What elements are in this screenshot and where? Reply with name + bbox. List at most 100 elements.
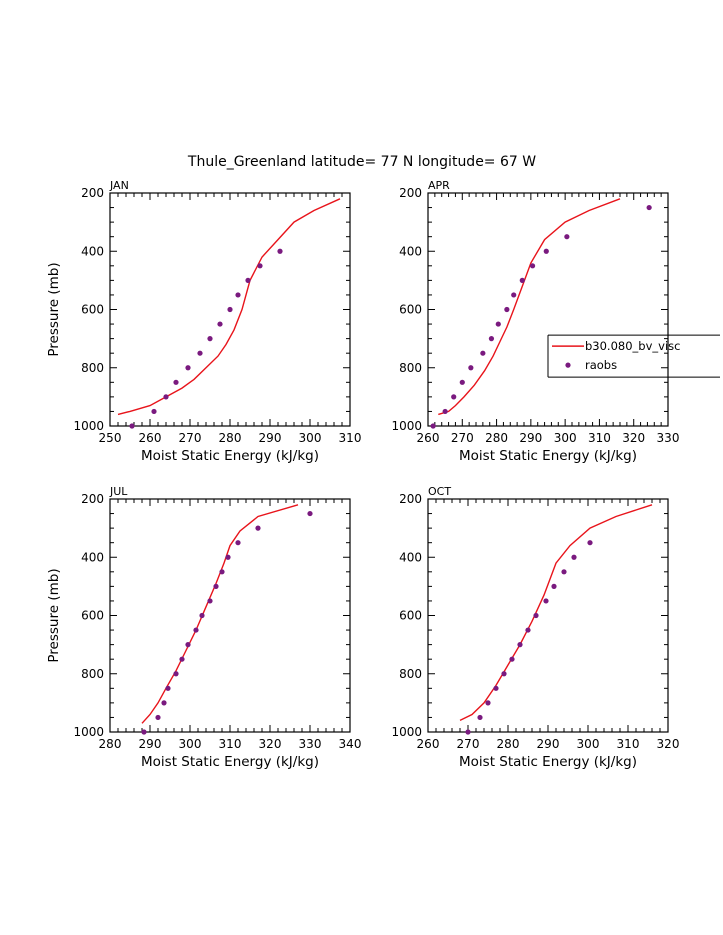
figure-title: Thule_Greenland latitude= 77 N longitude… bbox=[187, 154, 536, 170]
y-tick-label: 1000 bbox=[391, 725, 422, 739]
x-tick-label: 330 bbox=[657, 431, 680, 445]
x-tick-label: 300 bbox=[554, 431, 577, 445]
raobs-point bbox=[465, 729, 471, 735]
x-tick-label: 290 bbox=[537, 737, 560, 751]
raobs-point bbox=[151, 408, 157, 415]
x-tick-label: 290 bbox=[139, 737, 162, 751]
raobs-point bbox=[509, 656, 515, 662]
chart-panel-apr: APR 260 270 280 290 300 310 320 330 200 400 600 800 1… bbox=[391, 179, 720, 464]
raobs-point bbox=[245, 277, 251, 283]
plot-frame bbox=[109, 498, 351, 733]
raobs-point bbox=[213, 583, 219, 589]
raobs-point bbox=[217, 321, 223, 327]
legend-obs-label: raobs bbox=[585, 358, 617, 372]
y-tick-label: 800 bbox=[81, 667, 104, 681]
raobs-point bbox=[517, 642, 523, 648]
raobs-point bbox=[504, 306, 510, 313]
raobs-point bbox=[161, 700, 167, 706]
x-axis-label: Moist Static Energy (kJ/kg) bbox=[459, 448, 637, 464]
x-tick-label: 290 bbox=[259, 431, 282, 445]
raobs-point bbox=[525, 627, 531, 633]
y-tick-label: 200 bbox=[81, 492, 104, 506]
raobs-point bbox=[207, 598, 213, 604]
y-tick-label: 600 bbox=[399, 303, 422, 317]
raobs-point bbox=[495, 321, 501, 327]
plot-frame bbox=[427, 192, 669, 427]
y-tick-label: 400 bbox=[399, 550, 422, 564]
x-tick-label: 270 bbox=[451, 431, 474, 445]
y-tick-label: 1000 bbox=[73, 725, 104, 739]
raobs-point bbox=[551, 583, 557, 589]
x-tick-label: 300 bbox=[299, 431, 322, 445]
raobs-point bbox=[255, 525, 261, 531]
raobs-point bbox=[185, 365, 191, 371]
x-tick-label: 280 bbox=[99, 737, 122, 751]
legend-obs-swatch bbox=[565, 362, 571, 368]
x-tick-label: 260 bbox=[417, 431, 440, 445]
raobs-point bbox=[477, 714, 483, 721]
x-tick-label: 320 bbox=[622, 431, 645, 445]
raobs-point bbox=[485, 700, 491, 706]
y-axis-label: Pressure (mb) bbox=[46, 568, 62, 662]
raobs-point bbox=[193, 627, 199, 633]
raobs-point bbox=[468, 365, 474, 371]
raobs-point bbox=[225, 554, 231, 560]
y-tick-label: 400 bbox=[81, 550, 104, 564]
raobs-point bbox=[511, 292, 517, 298]
raobs-point bbox=[155, 714, 161, 721]
chart-panel-oct: OCT 260 270 280 290 300 310 320 200 400 600 800 1000… bbox=[391, 485, 679, 770]
raobs-point bbox=[519, 277, 525, 283]
y-tick-label: 400 bbox=[81, 244, 104, 258]
panel-label: APR bbox=[428, 179, 450, 192]
raobs-point bbox=[199, 612, 205, 619]
raobs-point bbox=[179, 656, 185, 662]
raobs-point bbox=[257, 263, 263, 269]
y-tick-label: 600 bbox=[81, 609, 104, 623]
raobs-point bbox=[488, 336, 495, 342]
raobs-point bbox=[227, 306, 233, 313]
x-axis-label: Moist Static Energy (kJ/kg) bbox=[141, 754, 319, 770]
x-tick-label: 310 bbox=[588, 431, 611, 445]
x-tick-label: 300 bbox=[179, 737, 202, 751]
panel-label: OCT bbox=[428, 485, 451, 498]
raobs-point bbox=[165, 685, 171, 691]
raobs-point bbox=[480, 350, 486, 356]
raobs-point bbox=[571, 554, 577, 560]
raobs-point bbox=[646, 204, 652, 211]
y-tick-label: 800 bbox=[399, 361, 422, 375]
raobs-point bbox=[533, 612, 539, 619]
raobs-point bbox=[587, 540, 593, 546]
x-tick-label: 330 bbox=[299, 737, 322, 751]
y-tick-label: 200 bbox=[399, 186, 422, 200]
raobs-point bbox=[235, 292, 241, 298]
y-tick-label: 200 bbox=[81, 186, 104, 200]
x-tick-label: 310 bbox=[219, 737, 242, 751]
raobs-point bbox=[207, 336, 213, 342]
x-axis-label: Moist Static Energy (kJ/kg) bbox=[141, 448, 319, 464]
raobs-point bbox=[430, 423, 436, 429]
raobs-point bbox=[129, 423, 135, 429]
raobs-point bbox=[163, 394, 169, 400]
y-tick-label: 400 bbox=[399, 244, 422, 258]
x-tick-label: 270 bbox=[179, 431, 202, 445]
raobs-point bbox=[235, 540, 241, 546]
x-tick-label: 300 bbox=[577, 737, 600, 751]
x-tick-label: 270 bbox=[457, 737, 480, 751]
y-tick-label: 1000 bbox=[73, 419, 104, 433]
raobs-point bbox=[197, 350, 203, 356]
y-tick-label: 600 bbox=[81, 303, 104, 317]
raobs-point bbox=[173, 379, 179, 385]
raobs-point bbox=[185, 642, 191, 648]
y-tick-label: 1000 bbox=[391, 419, 422, 433]
model-series-line bbox=[438, 198, 621, 416]
x-axis-label: Moist Static Energy (kJ/kg) bbox=[459, 754, 637, 770]
chart-panels: JAN 250 260 270 280 290 300 310 200 400 600 800 1000… bbox=[46, 179, 720, 770]
raobs-point bbox=[307, 510, 313, 517]
raobs-point bbox=[219, 569, 225, 575]
model-series-line bbox=[117, 198, 341, 416]
y-axis-label: Pressure (mb) bbox=[46, 262, 62, 356]
raobs-point bbox=[493, 685, 499, 691]
x-tick-label: 310 bbox=[339, 431, 362, 445]
